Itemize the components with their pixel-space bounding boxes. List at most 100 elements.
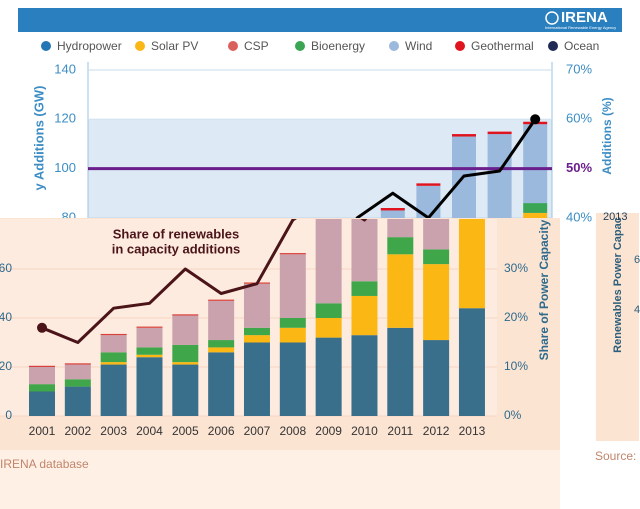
bar-segment (523, 212, 548, 218)
x-tick-label: 2001 (29, 424, 56, 438)
side-tick: 4 (634, 304, 640, 316)
annotation: Share of renewables (113, 226, 239, 241)
legend-label: Solar PV (151, 39, 198, 53)
bar-segment (64, 379, 91, 387)
bar-segment (487, 134, 512, 218)
bar-segment (279, 342, 306, 416)
header-bar (18, 8, 622, 32)
y2-tick-label: 10% (504, 359, 528, 373)
bar-segment (387, 254, 414, 328)
bar-segment (172, 314, 199, 316)
bar-segment (100, 335, 127, 353)
y-tick-label: 20 (0, 359, 12, 373)
legend-swatch (228, 41, 238, 51)
line-dot (37, 322, 47, 333)
y-tick-label: 40 (0, 310, 12, 324)
bar-segment (136, 326, 163, 328)
bar-segment (423, 249, 450, 265)
bar-segment (315, 337, 342, 416)
bar-segment (416, 183, 441, 186)
bar-segment (315, 219, 342, 304)
bar-segment (136, 327, 163, 348)
side-axis-title: Renewables Power Capac (612, 217, 624, 353)
bar-segment (172, 362, 199, 365)
bar-segment (29, 367, 55, 385)
y2-tick-label: 30% (504, 261, 528, 275)
bar-segment (387, 237, 414, 255)
x-tick-label: 2010 (351, 424, 378, 438)
x-tick-label: 2008 (279, 424, 306, 438)
side-panel-bg (594, 211, 640, 443)
bar-segment (523, 124, 548, 204)
legend-swatch (295, 41, 305, 51)
bar-segment (523, 203, 548, 213)
bar-segment (243, 342, 270, 416)
bar-segment (458, 308, 485, 416)
y2-tick-label: 0% (504, 408, 522, 422)
bar-segment (380, 210, 405, 218)
y2-tick-label: 20% (504, 310, 528, 324)
x-tick-label: 2011 (387, 424, 413, 438)
bar-segment (100, 364, 127, 416)
x-tick-label: 2013 (459, 424, 486, 438)
y-tick-label: 100 (54, 160, 76, 175)
y-tick-label: 0 (5, 408, 12, 422)
y2-tick-label: 50% (566, 160, 592, 175)
source-note: IRENA database (0, 457, 89, 471)
x-tick-label: 2007 (244, 424, 271, 438)
bar-segment (380, 208, 405, 211)
y2-tick-label: 70% (566, 61, 592, 76)
plot-area (88, 114, 552, 218)
legend-label: Wind (405, 39, 432, 53)
legend-label: Bioenergy (311, 39, 365, 53)
y-tick-label: 120 (54, 111, 76, 126)
bar-segment (64, 386, 91, 416)
bar-segment (208, 340, 235, 348)
y2-tick-label: 60% (566, 111, 592, 126)
bar-segment (64, 364, 91, 380)
source-bg (0, 450, 560, 509)
y-axis-title: y Additions (GW) (31, 86, 46, 191)
legend-swatch (455, 41, 465, 51)
bar-segment (279, 254, 306, 318)
bar-segment (315, 303, 342, 318)
x-tick-label: 2006 (208, 424, 235, 438)
x-tick-label: 2005 (172, 424, 199, 438)
legend-label: Geothermal (471, 39, 534, 53)
legend-swatch (135, 41, 145, 51)
bar-segment (458, 219, 485, 309)
plot-band (88, 62, 552, 120)
bar-segment (136, 354, 163, 358)
bar-segment (208, 352, 235, 416)
y2-axis-title: Share of Power Capacity (537, 219, 551, 360)
bar-segment (351, 295, 378, 336)
logo-subtitle: International Renewable Energy Agency (545, 25, 616, 30)
bar-segment (351, 281, 378, 296)
bar-segment (243, 283, 270, 328)
bar-segment (29, 391, 55, 416)
legend-swatch (548, 41, 558, 51)
bar-segment (208, 300, 235, 341)
bar-segment (29, 365, 55, 367)
x-tick-label: 2004 (136, 424, 163, 438)
bar-segment (136, 357, 163, 416)
bar-segment (100, 333, 127, 336)
bar-segment (172, 315, 199, 345)
bar-segment (387, 219, 414, 238)
y-tick-label: 60 (0, 261, 12, 275)
side-source: Source: (595, 449, 636, 463)
annotation: in capacity additions (112, 241, 241, 256)
legend-label: CSP (244, 39, 269, 53)
plot-area (29, 219, 485, 416)
share-line (355, 118, 537, 218)
share-line (41, 219, 368, 344)
y2-tick-label: 40% (566, 209, 592, 224)
bar-segment (351, 219, 378, 282)
bar-segment (64, 363, 91, 365)
logo: IRENA (561, 9, 608, 26)
x-tick-label: 2002 (64, 424, 91, 438)
bar-segment (452, 134, 476, 137)
bar-segment (351, 335, 378, 416)
